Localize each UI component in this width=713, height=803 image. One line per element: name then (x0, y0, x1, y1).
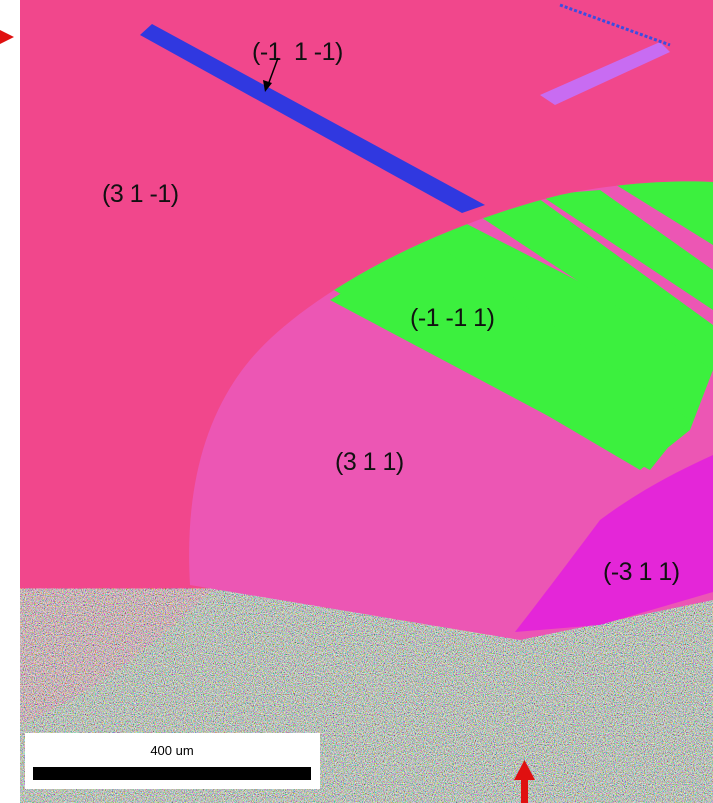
orientation-label: (-3 1 1) (603, 558, 680, 586)
orientation-label: (3 1 -1) (102, 180, 179, 208)
scale-bar-label: 400 um (150, 743, 193, 758)
orientation-label: (-1 -1 1) (410, 304, 494, 332)
ebsd-map: (-1 1 -1) (3 1 -1) (-1 -1 1) (3 1 1) (-3… (0, 0, 713, 803)
orientation-label: (3 1 1) (335, 448, 404, 476)
red-arrow (0, 30, 14, 44)
scale-bar: 400 um (25, 733, 320, 789)
orientation-label: (-1 1 -1) (252, 38, 343, 66)
